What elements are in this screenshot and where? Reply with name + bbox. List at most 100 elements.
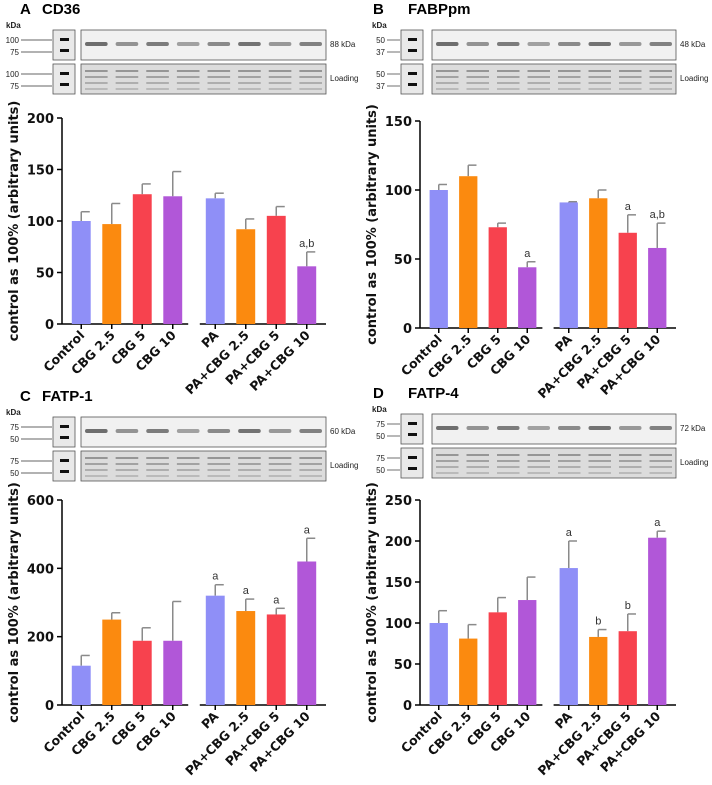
- loading-band: [527, 76, 550, 78]
- blot-row-label: Loading: [680, 74, 708, 83]
- loading-band: [466, 82, 489, 84]
- loading-band: [619, 472, 642, 474]
- y-tick-label: 200: [27, 631, 54, 646]
- bar-pa-cbg-5: [618, 631, 637, 705]
- loading-band: [497, 82, 520, 84]
- loading-band: [268, 475, 292, 477]
- loading-band: [497, 466, 520, 468]
- loading-band: [268, 76, 292, 78]
- protein-band: [146, 429, 169, 433]
- y-tick-label: 150: [27, 164, 54, 179]
- loading-band: [527, 88, 550, 90]
- loading-band: [497, 472, 520, 474]
- loading-band: [649, 466, 672, 468]
- mw-marker: 37: [376, 48, 385, 57]
- loading-band: [176, 82, 200, 84]
- bar-chart: 0 50 100 150 200 control as 100% (arbitrary u…: [7, 101, 326, 397]
- loading-band: [85, 463, 108, 465]
- bar-cbg-10: [163, 196, 183, 324]
- ladder-band: [60, 72, 69, 75]
- loading-band: [115, 82, 139, 84]
- loading-band: [436, 466, 459, 468]
- loading-band: [268, 463, 292, 465]
- loading-band: [588, 76, 611, 78]
- bar-pa-cbg-10: [297, 561, 317, 705]
- loading-band: [649, 472, 672, 474]
- loading-band: [176, 88, 200, 90]
- loading-band: [176, 475, 200, 477]
- protein-band: [497, 42, 520, 46]
- loading-band: [115, 475, 139, 477]
- protein-band: [268, 429, 292, 433]
- ladder-lane: [52, 416, 76, 448]
- ladder-lane: [52, 63, 76, 95]
- significance-label: a: [304, 524, 311, 536]
- mw-marker: 100: [6, 36, 20, 45]
- loading-band: [238, 457, 261, 459]
- loading-band: [436, 76, 459, 78]
- loading-band: [466, 472, 489, 474]
- bar-control: [71, 221, 91, 324]
- loading-band: [299, 82, 322, 84]
- loading-band: [115, 76, 139, 78]
- significance-label: a,b: [299, 238, 314, 250]
- protein-band: [268, 42, 292, 46]
- ladder-band: [408, 83, 417, 86]
- bar-cbg-5: [488, 227, 507, 328]
- loading-band: [588, 82, 611, 84]
- protein-band: [238, 429, 261, 433]
- bar-cbg-2-5: [459, 638, 478, 705]
- loading-band: [176, 463, 200, 465]
- y-tick-label: 100: [385, 617, 412, 632]
- protein-band: [497, 426, 520, 430]
- protein-band: [619, 426, 642, 430]
- bar-pa-cbg-2-5: [236, 611, 256, 705]
- mw-marker: 75: [10, 423, 19, 432]
- protein-band: [238, 42, 261, 46]
- loading-band: [207, 76, 231, 78]
- y-tick-label: 150: [385, 576, 412, 591]
- loading-band: [436, 472, 459, 474]
- loading-band: [238, 88, 261, 90]
- protein-band: [558, 42, 581, 46]
- bar-cbg-10: [518, 267, 537, 328]
- mw-marker: 75: [10, 82, 19, 91]
- bar-control: [71, 665, 91, 705]
- x-tick-label: PA: [552, 331, 575, 354]
- loading-band: [207, 88, 231, 90]
- loading-band: [436, 460, 459, 462]
- loading-band: [268, 70, 292, 72]
- loading-band: [268, 88, 292, 90]
- mw-marker: 50: [10, 469, 19, 478]
- y-tick-label: 0: [403, 322, 412, 337]
- mw-marker: 75: [376, 454, 385, 463]
- bar-chart: 0 50 100 150 200 250 control as 100% (arbitrar…: [365, 482, 676, 778]
- mw-marker: 50: [376, 70, 385, 79]
- loading-band: [436, 454, 459, 456]
- ladder-lane: [52, 450, 76, 482]
- loading-band: [527, 472, 550, 474]
- loading-band: [85, 76, 108, 78]
- y-tick-label: 0: [45, 318, 54, 333]
- significance-label: a: [243, 585, 250, 597]
- loading-band: [649, 88, 672, 90]
- bar-pa-cbg-10: [648, 537, 667, 705]
- bar-chart: 0 50 100 150 control as 100% (arbitrary unit…: [365, 104, 676, 401]
- bar-control: [429, 623, 448, 705]
- protein-band: [299, 42, 322, 46]
- loading-band: [115, 70, 139, 72]
- bar-pa-cbg-5: [266, 614, 286, 705]
- protein-band: [207, 42, 231, 46]
- ladder-band: [60, 459, 69, 462]
- loading-band: [176, 70, 200, 72]
- protein-band: [649, 426, 672, 430]
- loading-band: [85, 475, 108, 477]
- loading-band: [299, 76, 322, 78]
- loading-band: [466, 466, 489, 468]
- protein-band: [527, 42, 550, 46]
- loading-band: [207, 70, 231, 72]
- panel-letter: A: [20, 1, 31, 18]
- protein-band: [588, 42, 611, 46]
- loading-band: [649, 70, 672, 72]
- bar-cbg-5: [488, 612, 507, 705]
